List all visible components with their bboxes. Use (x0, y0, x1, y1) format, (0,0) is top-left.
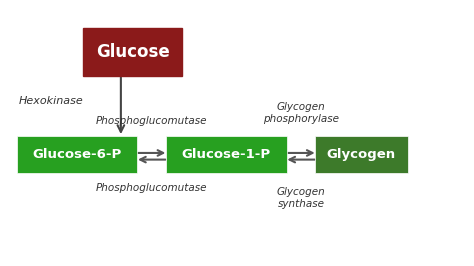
Text: Phosphoglucomutase: Phosphoglucomutase (96, 116, 208, 126)
FancyBboxPatch shape (166, 136, 287, 173)
Text: Glucose-1-P: Glucose-1-P (182, 148, 271, 161)
Text: Glycogen
phosphorylase: Glycogen phosphorylase (263, 102, 339, 124)
FancyBboxPatch shape (17, 136, 137, 173)
FancyBboxPatch shape (315, 136, 408, 173)
Text: Glucose: Glucose (96, 43, 170, 61)
Text: Glycogen
synthase: Glycogen synthase (277, 187, 325, 209)
Text: Hexokinase: Hexokinase (19, 96, 84, 106)
Text: Glucose-6-P: Glucose-6-P (32, 148, 122, 161)
Text: Glycogen: Glycogen (327, 148, 396, 161)
Text: Phosphoglucomutase: Phosphoglucomutase (96, 182, 208, 193)
FancyBboxPatch shape (83, 28, 182, 76)
